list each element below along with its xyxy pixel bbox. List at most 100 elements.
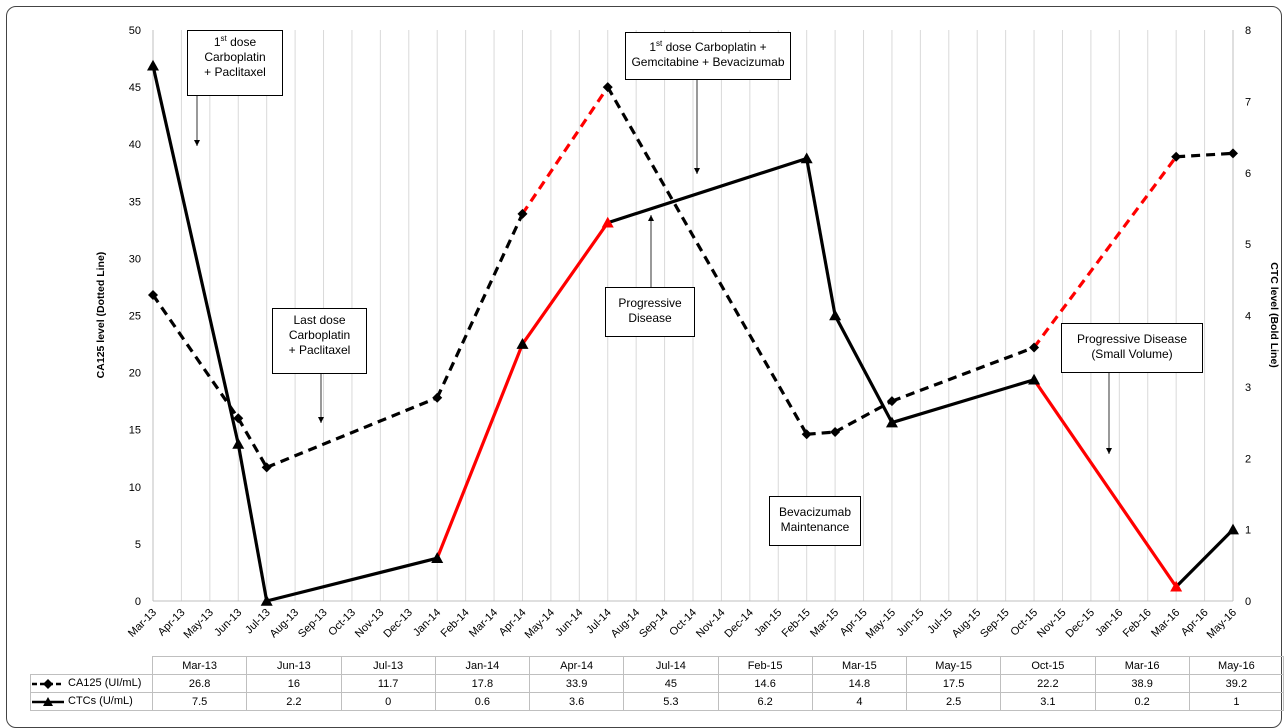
- y-tick-label: 15: [129, 425, 141, 437]
- series-segment: [1176, 151, 1234, 159]
- annotation-arrows: [194, 80, 1112, 454]
- y2-tick-label: 8: [1245, 25, 1251, 37]
- table-value-cell: 7.5: [151, 692, 248, 711]
- table-series-name: CTCs (U/mL): [68, 695, 133, 708]
- y-tick-label: 45: [129, 82, 141, 94]
- data-table-row-ca125: CA125 (UI/mL) 26.8 16 11.7 17.8 33.9 45 14.6 14.…: [30, 674, 1285, 693]
- y2-tick-label: 1: [1245, 525, 1251, 537]
- table-value-cell: 6.2: [717, 692, 813, 711]
- table-header-cell: Jun-13: [246, 656, 342, 675]
- y2-tick-label: 5: [1245, 239, 1251, 251]
- grid-lines: [152, 30, 1234, 601]
- x-tick-label: Mar-15: [808, 607, 841, 640]
- table-value-cell: 14.8: [811, 674, 908, 693]
- y-tick-label: 50: [129, 25, 141, 37]
- series-segment: [833, 314, 894, 424]
- data-table-header-row: Mar-13 Jun-13 Jul-13 Jan-14 Apr-14 Jul-14 Feb-…: [31, 656, 1285, 675]
- table-header-cell: Jul-13: [340, 656, 436, 675]
- ctc-point: [800, 152, 813, 164]
- y-tick-label: 35: [129, 196, 141, 208]
- x-tick-label: Jan-15: [752, 607, 784, 639]
- ca125-point: [432, 392, 443, 403]
- y-tick-label: 10: [129, 482, 141, 494]
- table-header-cell: Jan-14: [434, 656, 531, 675]
- series-lines: [151, 65, 1235, 603]
- x-tick-label: Feb-16: [1121, 607, 1154, 640]
- table-value-cell: 2.2: [246, 692, 342, 711]
- ctc-point: [885, 416, 898, 428]
- x-tick-label: Dec-14: [722, 607, 756, 641]
- annotation-last-dose-carboplatin-paclitaxel: Last dose Carboplatin + Paclitaxel: [272, 308, 367, 374]
- series-segment: [521, 221, 610, 345]
- series-segment: [1032, 378, 1178, 588]
- x-tick-label: Feb-15: [780, 607, 813, 640]
- ca125-point: [801, 429, 812, 440]
- ca125-point: [1171, 151, 1182, 162]
- table-value-cell: 4: [811, 692, 908, 711]
- series-segment: [266, 396, 438, 469]
- x-tick-label: Jan-14: [411, 607, 443, 639]
- ctc-point: [260, 595, 273, 606]
- x-tick-label: Mar-16: [1149, 607, 1182, 640]
- table-value-cell: 39.2: [1188, 674, 1285, 693]
- table-value-cell: 22.2: [1000, 674, 1096, 693]
- table-value-cell: 45: [623, 674, 719, 693]
- table-header-cell: Mar-15: [811, 656, 908, 675]
- table-value-cell: 3.6: [528, 692, 625, 711]
- series-segment: [806, 430, 836, 436]
- x-tick-label: May-13: [182, 607, 216, 641]
- table-series-label: CA125 (UI/mL): [30, 674, 153, 693]
- ca125-point: [886, 396, 897, 407]
- y-tick-label: 20: [129, 368, 141, 380]
- table-header-cell: Mar-13: [151, 656, 248, 675]
- ctc-point: [829, 309, 842, 321]
- ctc-point: [601, 216, 614, 228]
- x-tick-label: Oct-15: [1008, 607, 1040, 639]
- table-header-cell: Oct-15: [1000, 656, 1096, 675]
- x-tick-label: Oct-13: [326, 607, 358, 639]
- table-value-cell: 14.6: [717, 674, 813, 693]
- ctc-point: [1170, 580, 1183, 592]
- x-tick-label: Dec-15: [1063, 607, 1097, 641]
- x-tick-label: Sep-14: [637, 607, 671, 641]
- x-tick-label: Mar-14: [467, 607, 500, 640]
- table-header-cell: May-15: [905, 656, 1002, 675]
- series-segment: [607, 156, 808, 225]
- ctc-point: [232, 437, 245, 449]
- series-segment: [435, 213, 524, 399]
- y-axis-title: CA125 level (Dotted Line): [95, 252, 107, 379]
- x-tick-label: Nov-13: [353, 607, 387, 641]
- x-tick-label: Jun-15: [894, 607, 926, 639]
- table-series-label: CTCs (U/mL): [30, 692, 153, 711]
- legend-triangle-solid-icon: [32, 696, 64, 706]
- series-segment: [606, 86, 809, 436]
- x-tick-label: Aug-14: [609, 607, 643, 641]
- ca125-point: [517, 208, 528, 219]
- x-tick-label: Sep-15: [978, 607, 1012, 641]
- y2-tick-label: 0: [1245, 596, 1251, 608]
- series-segment: [151, 65, 240, 445]
- x-tick-label: Nov-15: [1035, 607, 1069, 641]
- table-value-cell: 0: [340, 692, 436, 711]
- table-value-cell: 26.8: [151, 674, 248, 693]
- arrow-head: [318, 417, 324, 423]
- x-tick-label: Feb-14: [439, 607, 472, 640]
- x-tick-label: May-16: [1205, 607, 1239, 641]
- x-tick-label: May-14: [523, 607, 557, 641]
- table-value-cell: 0.2: [1094, 692, 1190, 711]
- x-tick-label: Jan-16: [1093, 607, 1125, 639]
- ca125-point: [1228, 148, 1238, 159]
- series-segment: [435, 343, 524, 559]
- y-tick-label: 25: [129, 311, 141, 323]
- ctc-point: [1028, 373, 1041, 385]
- annotation-first-dose-carboplatin-paclitaxel: 1st dose Carboplatin + Paclitaxel: [187, 30, 283, 96]
- table-value-cell: 17.8: [434, 674, 531, 693]
- y2-axis-title: CTC level (Bold Line): [1268, 262, 1280, 368]
- table-value-cell: 16: [246, 674, 342, 693]
- table-header-cell: Jul-14: [623, 656, 719, 675]
- table-value-cell: 17.5: [905, 674, 1002, 693]
- x-tick-label: Sep-13: [296, 607, 330, 641]
- table-corner-cell: [31, 657, 153, 675]
- arrow-head: [694, 168, 700, 174]
